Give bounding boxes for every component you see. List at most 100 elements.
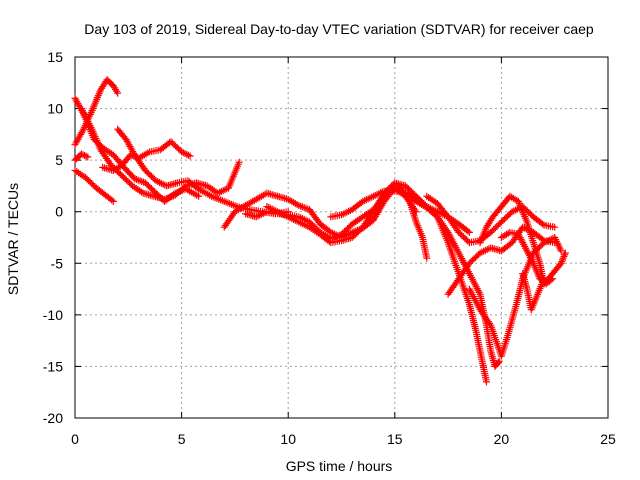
x-axis-label: GPS time / hours bbox=[286, 458, 393, 474]
data-point bbox=[383, 186, 391, 194]
data-point bbox=[149, 174, 157, 182]
data-point bbox=[514, 230, 522, 238]
data-point bbox=[516, 234, 524, 242]
data-point bbox=[401, 182, 409, 190]
data-point bbox=[518, 237, 526, 245]
data-point bbox=[495, 357, 503, 365]
data-point bbox=[539, 220, 547, 228]
y-tick-label: -5 bbox=[51, 255, 64, 271]
data-point bbox=[502, 214, 510, 222]
data-point bbox=[175, 145, 183, 153]
data-point bbox=[456, 230, 464, 238]
data-point bbox=[540, 275, 548, 283]
data-point bbox=[468, 256, 476, 264]
data-point bbox=[108, 196, 116, 204]
data-point bbox=[147, 185, 155, 193]
data-point bbox=[494, 221, 502, 229]
data-point bbox=[490, 225, 498, 233]
data-point bbox=[499, 217, 507, 225]
data-point bbox=[560, 252, 568, 260]
data-point bbox=[351, 231, 359, 239]
plot-frame bbox=[74, 56, 609, 419]
data-point bbox=[149, 186, 157, 194]
data-point bbox=[423, 254, 431, 262]
data-point bbox=[549, 275, 557, 283]
data-point bbox=[79, 127, 87, 135]
data-point bbox=[122, 176, 130, 184]
data-point bbox=[344, 225, 352, 233]
data-point bbox=[467, 258, 475, 266]
data-point bbox=[181, 150, 189, 158]
data-point bbox=[77, 150, 85, 158]
data-point bbox=[497, 218, 505, 226]
data-point bbox=[465, 259, 473, 267]
data-point bbox=[406, 186, 414, 194]
data-point bbox=[517, 235, 525, 243]
x-tick-labels: 0 5 10 15 20 25 bbox=[71, 431, 616, 447]
x-tick-label: 0 bbox=[71, 431, 79, 447]
data-point bbox=[458, 231, 466, 239]
series-track-5 bbox=[77, 105, 243, 203]
data-point bbox=[405, 185, 413, 193]
data-point bbox=[494, 359, 502, 367]
data-point bbox=[147, 172, 155, 180]
data-point bbox=[126, 179, 134, 187]
series-track-16 bbox=[476, 192, 569, 288]
data-point bbox=[168, 139, 176, 147]
data-point bbox=[144, 169, 152, 177]
series-track-18 bbox=[519, 270, 548, 314]
data-point bbox=[537, 242, 545, 250]
data-point bbox=[557, 259, 565, 267]
data-point bbox=[235, 158, 243, 166]
data-point bbox=[144, 182, 152, 190]
data-point bbox=[547, 276, 555, 284]
axis-ticks bbox=[74, 56, 609, 419]
data-point bbox=[345, 223, 353, 231]
series-track bbox=[117, 128, 289, 215]
data-point bbox=[338, 230, 345, 238]
data-point bbox=[178, 148, 186, 156]
x-tick-label: 25 bbox=[600, 431, 616, 447]
series-track bbox=[405, 192, 487, 383]
data-point bbox=[486, 319, 494, 327]
data-point bbox=[170, 141, 178, 149]
data-point bbox=[141, 166, 149, 174]
data-point bbox=[488, 227, 496, 235]
x-tick-label: 15 bbox=[387, 431, 403, 447]
data-point bbox=[83, 175, 91, 183]
data-point bbox=[186, 152, 194, 160]
data-point bbox=[86, 178, 94, 186]
data-point bbox=[526, 210, 534, 218]
data-point bbox=[172, 142, 180, 150]
data-point bbox=[121, 175, 129, 183]
data-point bbox=[356, 226, 364, 234]
data-point bbox=[487, 228, 495, 236]
y-tick-label: 0 bbox=[55, 204, 63, 220]
data-point bbox=[551, 223, 559, 231]
data-point bbox=[84, 153, 92, 161]
data-point bbox=[143, 168, 151, 176]
y-axis-label: SDTVAR / TECUs bbox=[5, 183, 21, 295]
data-point bbox=[195, 192, 203, 200]
data-point bbox=[455, 228, 463, 236]
data-point bbox=[85, 177, 93, 185]
data-point bbox=[493, 222, 501, 230]
data-point bbox=[561, 249, 569, 257]
data-point bbox=[79, 151, 87, 159]
data-point bbox=[118, 172, 126, 180]
y-tick-label: 10 bbox=[47, 101, 63, 117]
data-point bbox=[464, 227, 472, 235]
data-point bbox=[470, 255, 478, 263]
data-point bbox=[557, 247, 565, 255]
data-point bbox=[109, 197, 117, 205]
data-point bbox=[430, 210, 438, 218]
data-point bbox=[146, 183, 154, 191]
y-tick-label: -10 bbox=[43, 307, 63, 323]
data-point bbox=[423, 203, 431, 211]
data-point bbox=[461, 234, 469, 242]
data-point bbox=[503, 212, 511, 220]
data-point bbox=[353, 229, 361, 237]
data-point bbox=[342, 226, 350, 234]
data-point bbox=[403, 183, 411, 191]
data-point bbox=[482, 378, 490, 386]
